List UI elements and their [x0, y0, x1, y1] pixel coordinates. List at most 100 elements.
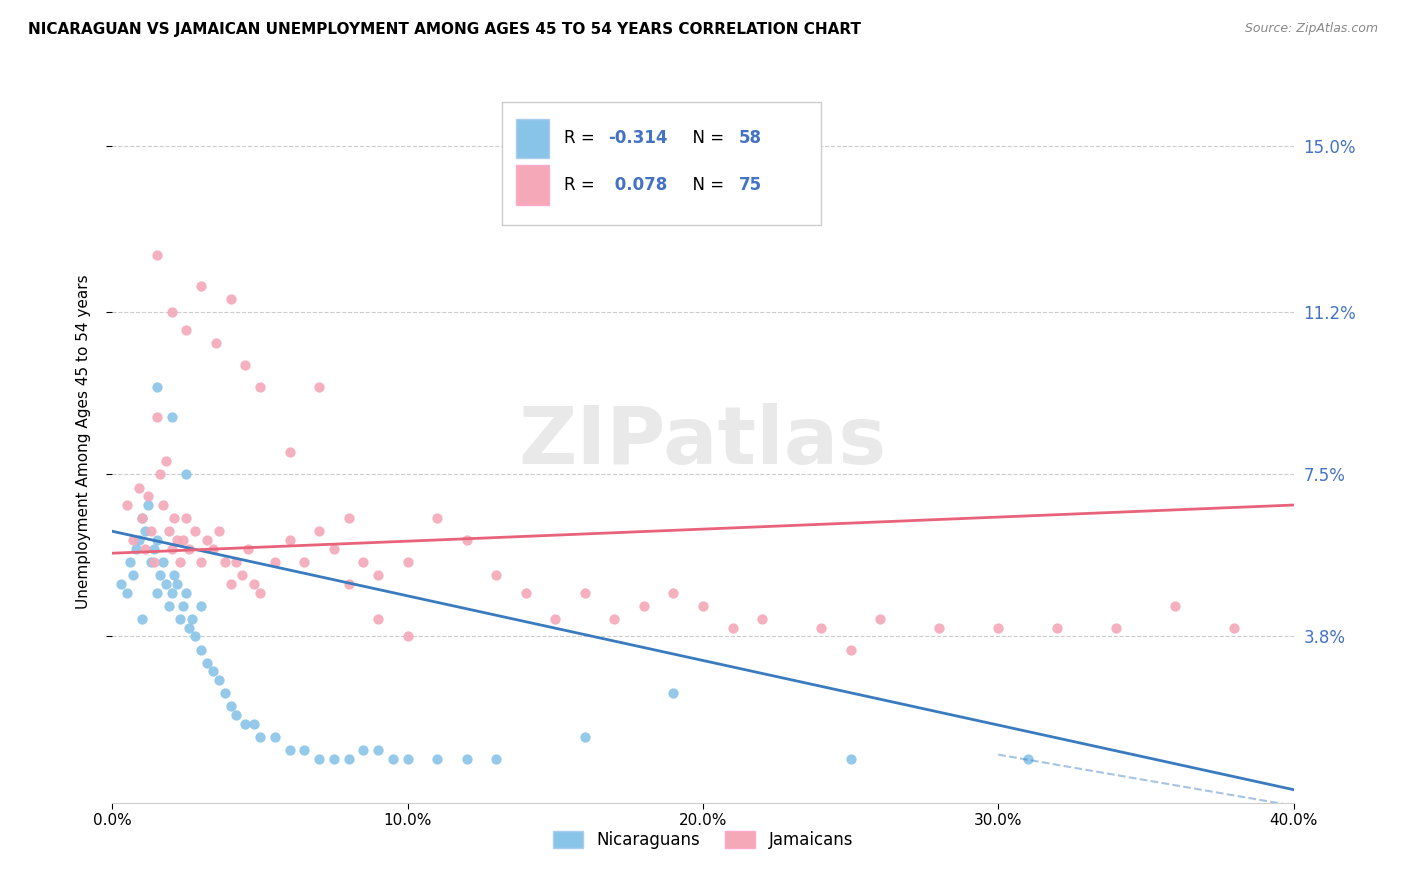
Point: [337, 752, 360, 766]
Y-axis label: Unemployment Among Ages 45 to 54 years: Unemployment Among Ages 45 to 54 years: [76, 274, 91, 609]
Point: [155, 454, 177, 468]
Point: [396, 555, 419, 569]
Point: [142, 541, 165, 556]
Point: [308, 524, 330, 539]
Text: R =: R =: [564, 176, 599, 194]
Point: [337, 577, 360, 591]
Point: [278, 445, 301, 459]
Point: [633, 599, 655, 613]
Bar: [516, 119, 550, 158]
Point: [146, 248, 169, 262]
Point: [603, 612, 626, 626]
Point: [249, 585, 271, 599]
Text: ZIPatlas: ZIPatlas: [519, 402, 887, 481]
Point: [163, 568, 186, 582]
Bar: [516, 165, 550, 204]
Point: [190, 279, 212, 293]
Point: [169, 555, 191, 569]
Point: [157, 599, 180, 613]
Point: [190, 642, 212, 657]
Point: [128, 533, 150, 547]
Point: [139, 555, 162, 569]
Point: [160, 541, 183, 556]
Point: [249, 730, 271, 744]
Point: [166, 577, 188, 591]
Point: [214, 686, 236, 700]
Point: [485, 568, 508, 582]
Point: [146, 410, 169, 425]
Point: [1164, 599, 1187, 613]
Point: [485, 752, 508, 766]
Point: [136, 498, 159, 512]
Point: [117, 498, 138, 512]
Text: -0.314: -0.314: [609, 129, 668, 147]
Point: [396, 629, 419, 643]
Point: [662, 686, 685, 700]
Point: [219, 699, 242, 714]
Point: [219, 292, 242, 306]
Point: [136, 489, 159, 503]
Point: [174, 585, 197, 599]
Point: [195, 656, 218, 670]
Point: [169, 612, 191, 626]
Point: [195, 533, 218, 547]
Point: [172, 533, 194, 547]
Point: [323, 752, 346, 766]
Point: [214, 555, 236, 569]
Point: [208, 673, 231, 688]
Point: [139, 524, 162, 539]
Point: [456, 533, 478, 547]
Bar: [502, 102, 821, 225]
Point: [184, 629, 207, 643]
Point: [155, 577, 177, 591]
Point: [117, 585, 138, 599]
Point: [367, 743, 389, 757]
Point: [163, 511, 186, 525]
Point: [264, 555, 287, 569]
Point: [426, 511, 449, 525]
Point: [219, 577, 242, 591]
Point: [751, 612, 773, 626]
Point: [810, 621, 832, 635]
Point: [292, 743, 315, 757]
Point: [122, 533, 145, 547]
Point: [544, 612, 567, 626]
Point: [146, 585, 169, 599]
Point: [987, 621, 1010, 635]
Point: [131, 511, 153, 525]
Point: [190, 555, 212, 569]
Point: [179, 621, 201, 635]
Point: [149, 568, 172, 582]
Point: [201, 541, 224, 556]
Point: [1223, 621, 1246, 635]
Point: [184, 524, 207, 539]
Point: [160, 305, 183, 319]
Point: [238, 541, 260, 556]
Point: [208, 524, 231, 539]
Point: [337, 511, 360, 525]
Point: [243, 717, 266, 731]
Point: [134, 524, 156, 539]
Point: [869, 612, 891, 626]
Point: [352, 743, 374, 757]
Point: [839, 642, 862, 657]
Point: [839, 752, 862, 766]
Point: [662, 585, 685, 599]
Point: [574, 730, 596, 744]
Point: [172, 599, 194, 613]
Text: 58: 58: [738, 129, 762, 147]
Point: [396, 752, 419, 766]
Point: [515, 585, 537, 599]
Point: [131, 511, 153, 525]
Point: [152, 498, 174, 512]
Point: [160, 410, 183, 425]
Point: [382, 752, 405, 766]
Point: [574, 585, 596, 599]
Point: [120, 555, 142, 569]
Text: 0.078: 0.078: [609, 176, 666, 194]
Legend: Nicaraguans, Jamaicans: Nicaraguans, Jamaicans: [547, 824, 859, 856]
Point: [157, 524, 180, 539]
Text: N =: N =: [682, 176, 730, 194]
Point: [292, 555, 315, 569]
Point: [142, 555, 165, 569]
